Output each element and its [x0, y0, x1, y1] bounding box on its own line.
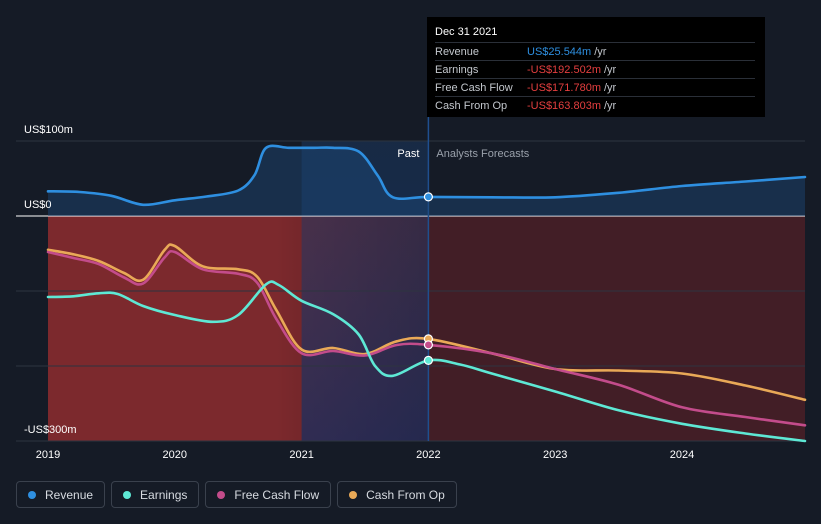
legend-label: Free Cash Flow	[234, 487, 320, 502]
tooltip-row-earnings: Earnings -US$192.502m /yr	[435, 60, 755, 78]
tooltip-row-revenue: Revenue US$25.544m /yr	[435, 42, 755, 60]
tooltip-unit: /yr	[594, 45, 607, 58]
tooltip-label: Revenue	[435, 45, 480, 58]
x-tick-label: 2023	[543, 449, 567, 461]
legend-dot-icon	[217, 490, 226, 499]
revenue-area	[48, 145, 805, 216]
legend-dot-icon	[349, 490, 358, 499]
past-label: Past	[397, 148, 419, 160]
hover-marker-earnings	[423, 355, 434, 365]
legend-item-cash-from-op[interactable]: Cash From Op	[337, 481, 457, 508]
legend-label: Cash From Op	[366, 487, 445, 502]
hover-marker-free-cash-flow	[423, 340, 434, 350]
hover-marker-revenue	[423, 192, 434, 202]
chart-legend: Revenue Earnings Free Cash Flow Cash Fro…	[16, 481, 457, 508]
x-tick-label: 2021	[289, 449, 313, 461]
tooltip-value: US$25.544m	[527, 45, 592, 58]
tooltip-row-cash-from-op: Cash From Op -US$163.803m /yr	[435, 96, 755, 114]
series-line-revenue	[46, 144, 807, 207]
tooltip-label: Earnings	[435, 63, 479, 76]
legend-label: Earnings	[140, 487, 188, 502]
y-axis-label: US$100m	[24, 124, 73, 136]
series-line-earnings	[46, 280, 807, 443]
y-axis-label: -US$300m	[24, 424, 77, 436]
tooltip-value: -US$163.803m	[527, 99, 601, 112]
series-line-cash-from-op	[46, 243, 807, 402]
negative-zone-forecast	[428, 216, 805, 441]
legend-item-free-cash-flow[interactable]: Free Cash Flow	[205, 481, 332, 508]
legend-item-revenue[interactable]: Revenue	[16, 481, 106, 508]
tooltip-unit: /yr	[604, 81, 617, 94]
x-tick-label: 2022	[416, 449, 440, 461]
tooltip-unit: /yr	[604, 99, 617, 112]
x-tick-label: 2024	[670, 449, 694, 461]
tooltip-value: -US$192.502m	[527, 63, 601, 76]
tooltip-date: Dec 31 2021	[435, 26, 498, 38]
legend-dot-icon	[28, 490, 36, 499]
tooltip-row-free-cash-flow: Free Cash Flow -US$171.780m /yr	[435, 78, 755, 96]
tooltip-value: -US$171.780m	[527, 81, 601, 94]
series-line-free-cash-flow	[46, 249, 807, 427]
legend-item-earnings[interactable]: Earnings	[111, 481, 200, 508]
tooltip-label: Cash From Op	[435, 99, 508, 112]
legend-dot-icon	[123, 490, 132, 499]
tooltip-label: Free Cash Flow	[435, 81, 513, 94]
x-tick-label: 2019	[36, 449, 60, 461]
legend-label: Revenue	[45, 487, 94, 502]
tooltip-unit: /yr	[604, 63, 617, 76]
y-axis-label: US$0	[24, 199, 52, 211]
x-tick-label: 2020	[163, 449, 187, 461]
hover-tooltip: Dec 31 2021 Revenue US$25.544m /yr Earni…	[427, 17, 765, 117]
forecast-label: Analysts Forecasts	[436, 148, 529, 160]
